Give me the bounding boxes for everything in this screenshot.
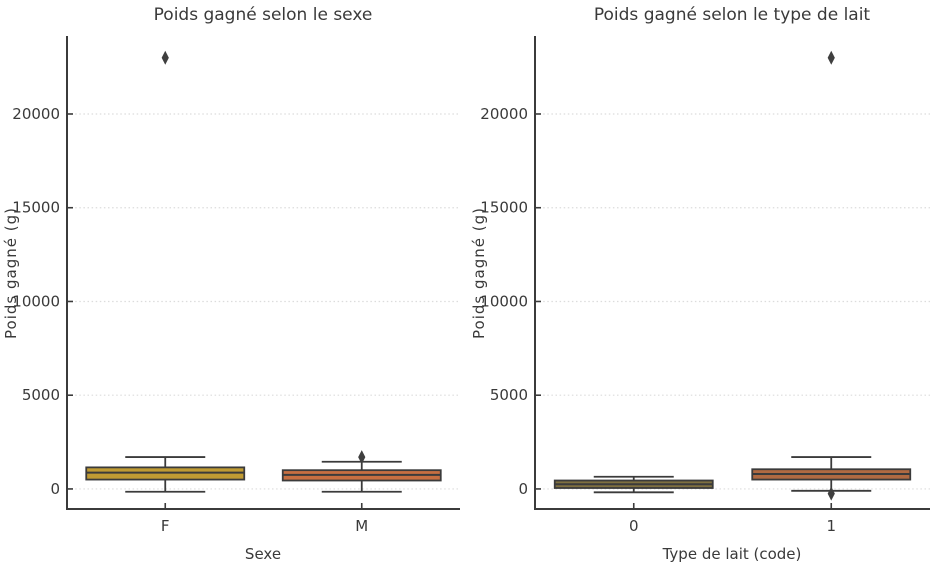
y-tick-label: 20000 xyxy=(12,105,60,123)
y-tick-label: 15000 xyxy=(480,199,528,217)
outlier-marker xyxy=(161,50,169,65)
x-tick-label: M xyxy=(355,517,368,535)
y-tick-label: 15000 xyxy=(12,199,60,217)
y-tick-label: 20000 xyxy=(480,105,528,123)
y-tick-label: 0 xyxy=(518,480,528,498)
y-tick-label: 0 xyxy=(50,480,60,498)
right-chart-title: Poids gagné selon le type de lait xyxy=(594,5,871,25)
outlier-marker xyxy=(827,486,835,501)
right-yaxis-label: Poids gagné (g) xyxy=(470,207,488,339)
y-tick-label: 10000 xyxy=(480,292,528,310)
x-tick-label: 0 xyxy=(629,517,639,535)
y-tick-label: 5000 xyxy=(490,386,528,404)
left-chart-title: Poids gagné selon le sexe xyxy=(154,5,373,25)
y-tick-label: 10000 xyxy=(12,292,60,310)
outlier-marker xyxy=(358,450,366,465)
left-boxplot-axes: 0 5000 10000 15000 20000 F M xyxy=(12,36,460,535)
left-xaxis-label: Sexe xyxy=(245,545,281,563)
outlier-marker xyxy=(827,50,835,65)
y-tick-label: 5000 xyxy=(22,386,60,404)
right-xaxis-label: Type de lait (code) xyxy=(662,545,802,563)
left-yaxis-label: Poids gagné (g) xyxy=(2,207,20,339)
x-tick-label: F xyxy=(161,517,170,535)
x-tick-label: 1 xyxy=(826,517,836,535)
right-boxplot-axes: 0 5000 10000 15000 20000 0 1 xyxy=(480,36,930,535)
